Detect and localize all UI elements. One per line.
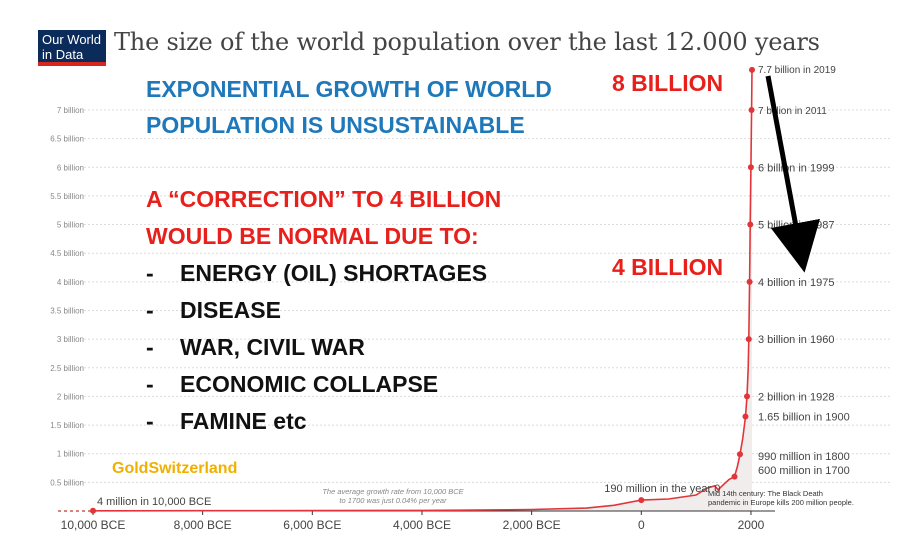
reason-text: ECONOMIC COLLAPSE (180, 371, 439, 397)
annotation-label: 2 billion in 1928 (758, 391, 834, 403)
black-death-note-line1: Mid 14th century: The Black Death (708, 489, 823, 498)
y-tick-label: 4 billion (57, 278, 84, 287)
x-tick-label: 6,000 BCE (283, 518, 341, 532)
x-tick-label: 2000 (738, 518, 765, 532)
x-tick-label: 10,000 BCE (61, 518, 126, 532)
y-tick-label: 4.5 billion (50, 249, 84, 258)
headline-line1: EXPONENTIAL GROWTH OF WORLD (146, 76, 552, 102)
data-point (731, 473, 738, 480)
annotation-label: 7 billion in 2011 (758, 106, 827, 117)
reason-item: - DISEASE (146, 297, 281, 324)
data-point (746, 278, 753, 285)
growth-note-line1: The average growth rate from 10,000 BCE (322, 487, 464, 496)
reason-text: DISEASE (180, 297, 281, 323)
annotation-label: 600 million in 1700 (758, 465, 850, 477)
reason-item: - WAR, CIVIL WAR (146, 334, 365, 361)
x-tick-label: 2,000 BCE (503, 518, 561, 532)
y-tick-label: 6.5 billion (50, 135, 84, 144)
reason-item: - ECONOMIC COLLAPSE (146, 371, 438, 398)
x-tick-label: 0 (638, 518, 645, 532)
owid-logo: Our World in Data (38, 30, 106, 66)
headline-line2: POPULATION IS UNSUSTAINABLE (146, 112, 525, 138)
annotation-label: 3 billion in 1960 (758, 334, 834, 346)
chart-title: The size of the world population over th… (114, 28, 820, 56)
data-point (638, 497, 645, 504)
data-point (90, 507, 96, 514)
downward-arrow (765, 75, 821, 273)
x-tick-label: 8,000 BCE (174, 518, 232, 532)
y-tick-label: 2.5 billion (50, 364, 84, 373)
annotation-label: 4 billion in 1975 (758, 277, 834, 289)
y-tick-label: 1 billion (57, 450, 84, 459)
y-tick-label: 2 billion (57, 392, 84, 401)
annotation-label: 4 million in 10,000 BCE (97, 496, 211, 508)
reason-text: FAMINE etc (180, 408, 307, 434)
y-tick-label: 0.5 billion (50, 478, 84, 487)
data-point (747, 221, 754, 228)
x-tick-label: 4,000 BCE (393, 518, 451, 532)
y-tick-label: 1.5 billion (50, 421, 84, 430)
y-tick-label: 6 billion (57, 163, 84, 172)
annotation-label: 190 million in the year 0 (604, 483, 720, 495)
reason-text: ENERGY (OIL) SHORTAGES (180, 260, 488, 286)
y-tick-label: 7 billion (57, 106, 84, 115)
bullet-dash: - (146, 408, 154, 434)
annotation-label: 6 billion in 1999 (758, 162, 834, 174)
correction-line2: WOULD BE NORMAL DUE TO: (146, 223, 479, 249)
data-point (748, 106, 755, 113)
bullet-dash: - (146, 260, 154, 286)
black-death-note-line2: pandemic in Europe kills 200 million peo… (708, 498, 854, 507)
population-line (92, 69, 753, 512)
data-point (747, 164, 754, 171)
annotation-label: 1.65 billion in 1900 (758, 411, 850, 423)
annotation-label: 7.7 billion in 2019 (758, 65, 836, 76)
y-tick-label: 3.5 billion (50, 306, 84, 315)
logo-line1: Our World (42, 32, 101, 47)
callout-4-billion: 4 BILLION (612, 254, 724, 280)
bullet-dash: - (146, 297, 154, 323)
growth-note-line2: to 1700 was just 0.04% per year (339, 496, 447, 505)
y-tick-label: 5 billion (57, 221, 84, 230)
reason-text: WAR, CIVIL WAR (180, 334, 365, 360)
y-tick-label: 5.5 billion (50, 192, 84, 201)
callout-8-billion: 8 BILLION (612, 70, 724, 96)
reason-item: - ENERGY (OIL) SHORTAGES (146, 260, 487, 287)
bullet-dash: - (146, 371, 154, 397)
goldswitzerland-watermark: GoldSwitzerland (112, 460, 238, 477)
data-point (736, 451, 743, 458)
reason-item: - FAMINE etc (146, 408, 307, 435)
logo-line2: in Data (42, 47, 84, 62)
data-point (749, 66, 755, 73)
y-tick-label: 3 billion (57, 335, 84, 344)
annotation-label: 990 million in 1800 (758, 451, 850, 463)
data-point (744, 393, 751, 400)
data-point (745, 336, 752, 343)
data-point (742, 413, 749, 420)
correction-line1: A “CORRECTION” TO 4 BILLION (146, 186, 502, 212)
bullet-dash: - (146, 334, 154, 360)
